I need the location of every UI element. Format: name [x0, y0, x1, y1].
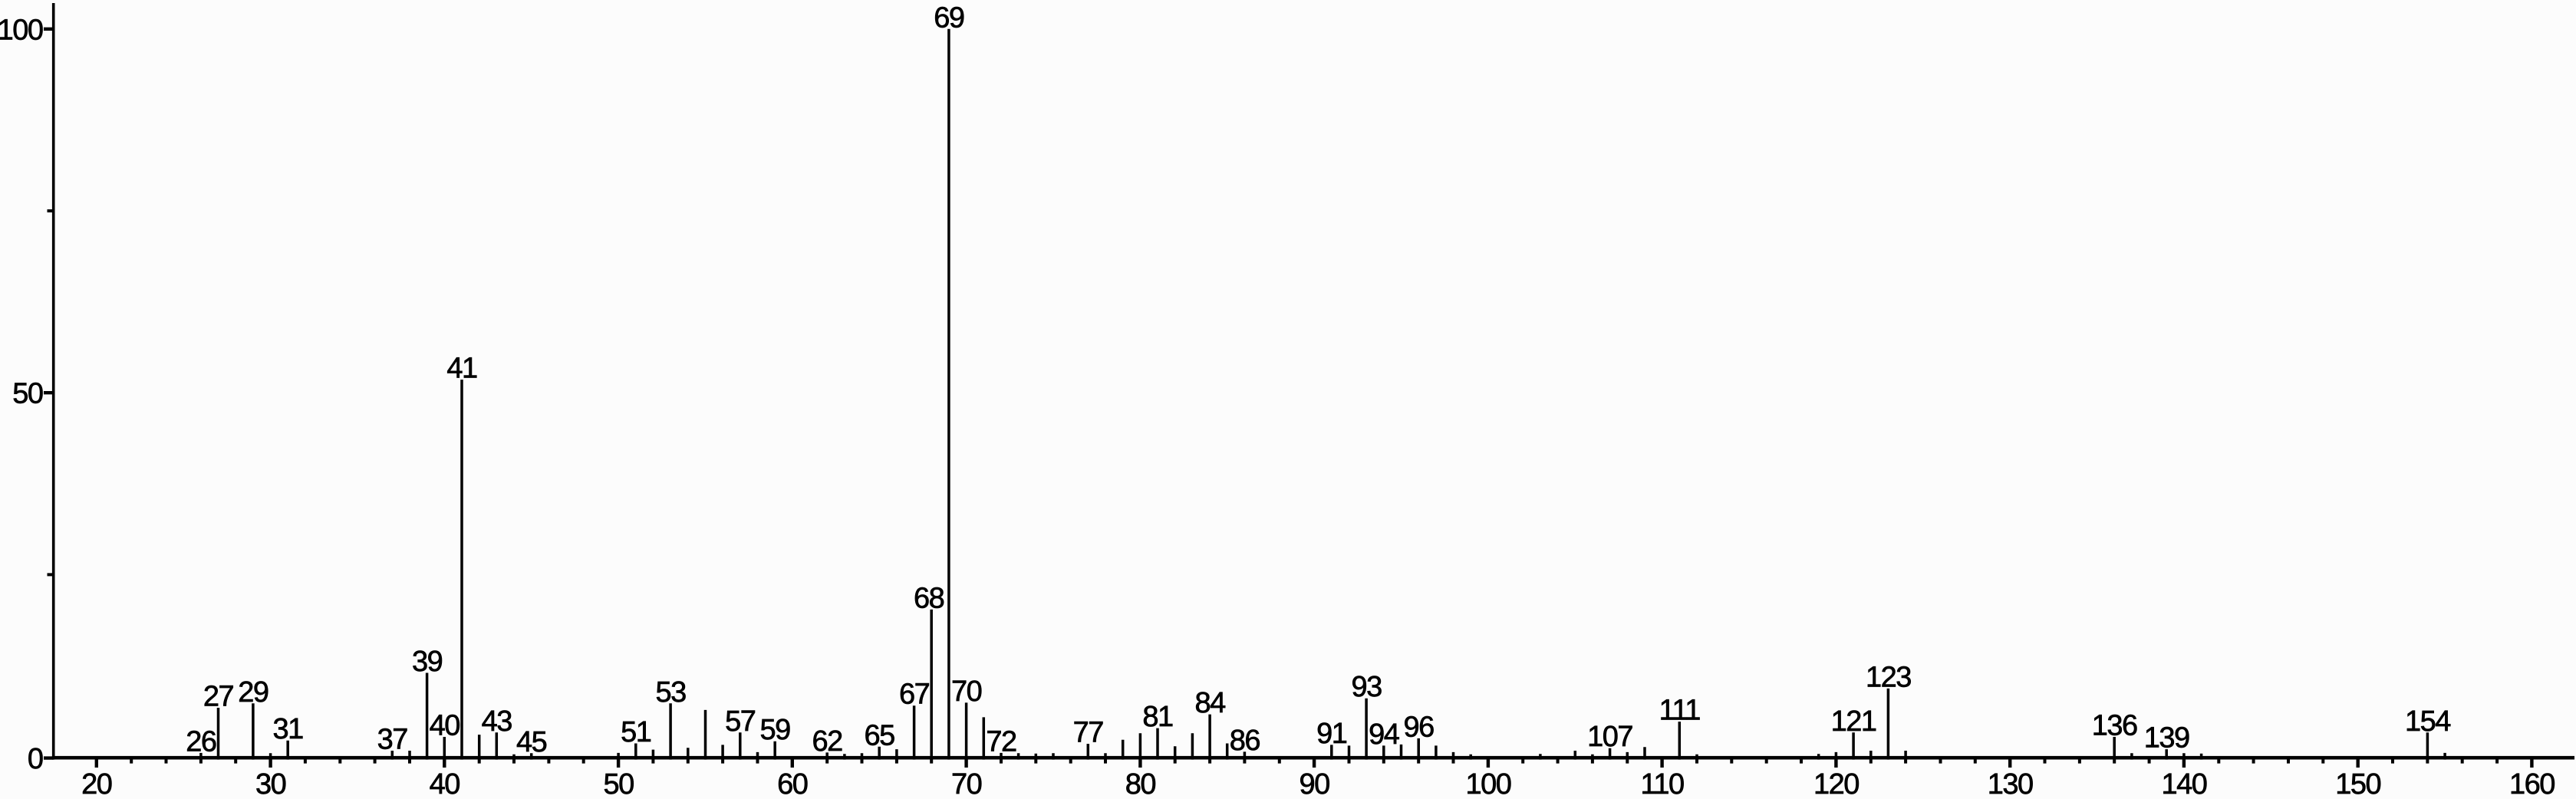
svg-text:40: 40 [430, 768, 460, 799]
svg-text:29: 29 [238, 676, 268, 709]
svg-text:43: 43 [482, 705, 512, 738]
svg-text:96: 96 [1404, 711, 1435, 743]
svg-text:45: 45 [516, 726, 547, 758]
svg-text:94: 94 [1369, 718, 1400, 751]
svg-text:107: 107 [1587, 721, 1632, 753]
svg-text:84: 84 [1194, 687, 1226, 719]
svg-text:69: 69 [934, 2, 964, 34]
svg-text:50: 50 [12, 378, 43, 410]
svg-text:100: 100 [0, 14, 43, 46]
svg-text:67: 67 [899, 679, 930, 711]
svg-text:30: 30 [255, 768, 286, 799]
svg-text:41: 41 [446, 353, 477, 385]
svg-text:80: 80 [1125, 768, 1156, 799]
svg-text:57: 57 [725, 705, 756, 738]
svg-text:40: 40 [430, 710, 460, 742]
svg-text:31: 31 [273, 713, 304, 745]
svg-text:90: 90 [1299, 768, 1329, 799]
svg-text:68: 68 [914, 582, 944, 614]
svg-text:59: 59 [760, 714, 791, 746]
svg-text:53: 53 [655, 676, 686, 709]
svg-text:39: 39 [412, 646, 443, 678]
svg-text:130: 130 [1988, 768, 2033, 799]
svg-text:70: 70 [951, 768, 982, 799]
svg-text:51: 51 [621, 716, 651, 748]
svg-text:50: 50 [603, 768, 634, 799]
svg-text:136: 136 [2092, 710, 2137, 742]
svg-text:140: 140 [2161, 768, 2206, 799]
svg-text:154: 154 [2405, 705, 2451, 738]
svg-text:139: 139 [2144, 722, 2189, 755]
svg-text:72: 72 [986, 725, 1016, 758]
svg-text:150: 150 [2335, 768, 2380, 799]
svg-text:121: 121 [1831, 705, 1876, 738]
svg-text:123: 123 [1866, 661, 1911, 693]
svg-text:120: 120 [1813, 768, 1859, 799]
svg-text:0: 0 [28, 743, 43, 775]
svg-text:20: 20 [81, 768, 112, 799]
svg-text:110: 110 [1641, 768, 1684, 799]
svg-text:160: 160 [2509, 768, 2555, 799]
svg-text:81: 81 [1142, 701, 1173, 733]
svg-text:100: 100 [1465, 768, 1510, 799]
svg-text:65: 65 [865, 719, 895, 751]
svg-text:77: 77 [1073, 717, 1104, 749]
svg-text:70: 70 [951, 676, 982, 708]
svg-text:86: 86 [1230, 725, 1260, 757]
svg-text:27: 27 [203, 681, 234, 713]
svg-text:26: 26 [186, 725, 216, 758]
svg-text:111: 111 [1659, 695, 1701, 727]
svg-text:37: 37 [377, 724, 408, 756]
svg-text:60: 60 [777, 768, 808, 799]
svg-text:91: 91 [1316, 718, 1347, 750]
svg-text:62: 62 [812, 725, 843, 758]
svg-text:93: 93 [1351, 671, 1382, 703]
